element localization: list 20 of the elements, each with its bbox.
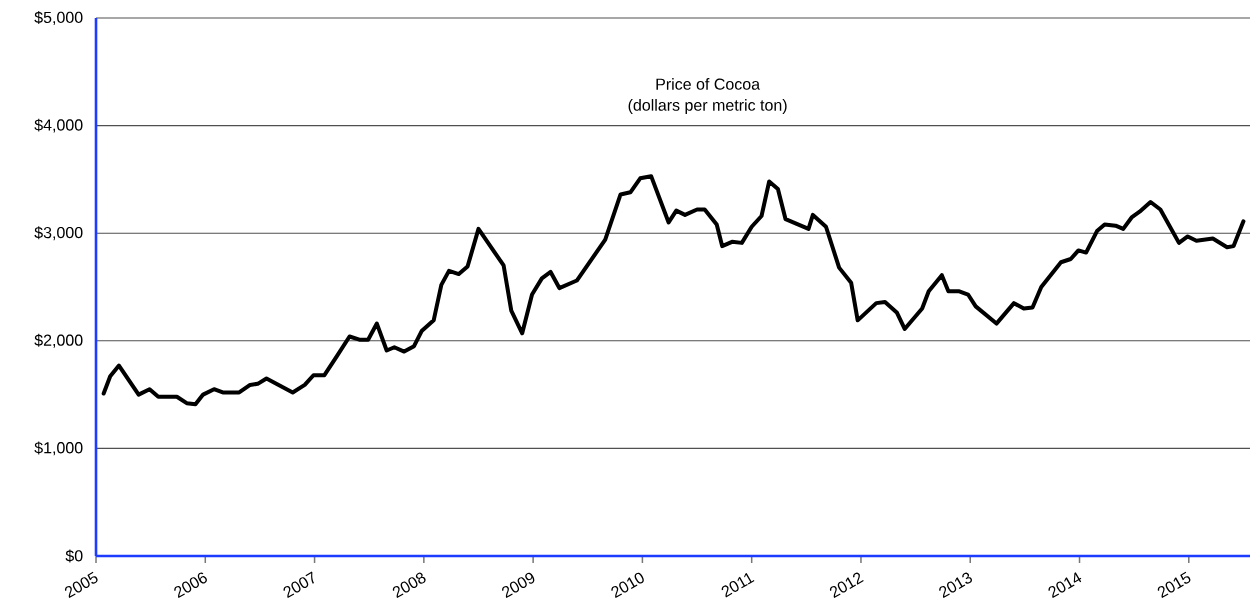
x-tick-label: 2013	[939, 572, 973, 599]
x-tick-label: 2008	[392, 572, 426, 599]
x-tick-label: 2006	[174, 572, 207, 599]
y-tick-label: $3,000	[34, 226, 83, 241]
line-series	[101, 174, 1246, 407]
x-tick-label: 2012	[829, 572, 864, 599]
y-tick-label: $0	[65, 549, 83, 563]
text: (dollars per metric ton)	[628, 99, 787, 114]
y-tick-label: $5,000	[34, 11, 83, 25]
y-tick-label: $4,000	[34, 118, 83, 133]
x-tick-label: 2007	[283, 571, 315, 599]
text: Price of Cocoa	[656, 78, 761, 90]
y-tick-label: $2,000	[34, 333, 83, 348]
y-tick-label: $1,000	[34, 441, 83, 456]
x-tick-label: 2005	[64, 571, 98, 599]
x-tick-label: 2009	[502, 572, 535, 599]
x-tick-label: 2014	[1048, 572, 1082, 599]
x-tick-label: 2010	[611, 572, 644, 599]
x-tick-label: 2011	[721, 572, 755, 598]
x-tick-label: 2015	[1157, 571, 1191, 599]
